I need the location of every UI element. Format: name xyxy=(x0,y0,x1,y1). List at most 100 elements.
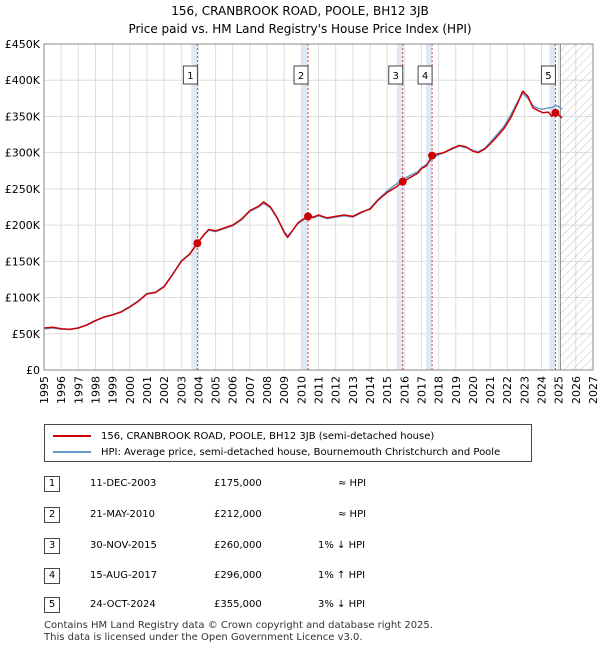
sale-number-label: 3 xyxy=(393,71,399,82)
x-tick-label: 2024 xyxy=(536,376,549,404)
x-tick-label: 2000 xyxy=(124,376,137,404)
sale-point xyxy=(398,177,407,186)
table-row: 2 21-MAY-2010 £212,000 ≈ HPI xyxy=(0,507,600,527)
x-tick-label: 2016 xyxy=(398,376,411,404)
sale-shade-band xyxy=(302,44,309,370)
x-tick-label: 2009 xyxy=(278,376,291,404)
y-tick-label: £150K xyxy=(5,255,41,268)
sale-shade-band xyxy=(549,44,556,370)
x-tick-label: 2006 xyxy=(227,376,240,404)
legend-label-hpi: HPI: Average price, semi-detached house,… xyxy=(101,446,501,458)
x-tick-label: 1999 xyxy=(107,376,120,404)
price-series-line xyxy=(43,90,563,331)
transaction-price: £296,000 xyxy=(214,570,262,581)
y-tick-label: £450K xyxy=(5,38,41,51)
chart-title: 156, CRANBROOK ROAD, POOLE, BH12 3JB xyxy=(171,4,429,18)
x-tick-label: 2020 xyxy=(467,376,480,404)
x-tick-label: 2015 xyxy=(381,376,394,404)
transaction-hpi: 1% ↓ HPI xyxy=(318,540,366,551)
x-tick-label: 2022 xyxy=(501,376,514,404)
transaction-date: 24-OCT-2024 xyxy=(90,599,156,610)
sale-number-label: 5 xyxy=(545,71,551,82)
transaction-hpi: 3% ↓ HPI xyxy=(318,599,366,610)
table-row: 5 24-OCT-2024 £355,000 3% ↓ HPI xyxy=(0,597,600,617)
transaction-number: 3 xyxy=(44,538,60,554)
x-tick-label: 1997 xyxy=(72,376,85,404)
y-tick-label: £350K xyxy=(5,110,41,123)
footer-copyright: Contains HM Land Registry data © Crown c… xyxy=(44,620,433,631)
legend-item-hpi: HPI: Average price, semi-detached house,… xyxy=(53,445,500,459)
sale-number-box xyxy=(417,65,433,85)
sale-number-box xyxy=(293,65,309,85)
sale-shade-band xyxy=(396,44,403,370)
price-chart: 1 2 3 4 5 £0 £50K £100K £150K £200K £250K £300K £350… xyxy=(5,38,600,404)
y-tick-label: £50K xyxy=(12,328,41,341)
x-tick-label: 2027 xyxy=(587,376,600,404)
x-tick-label: 2013 xyxy=(347,376,360,404)
x-tick-label: 2012 xyxy=(330,376,343,404)
sale-number-label: 1 xyxy=(187,71,193,82)
sale-point xyxy=(304,212,313,221)
y-tick-label: £200K xyxy=(5,219,41,232)
x-tick-label: 2011 xyxy=(313,376,326,404)
table-row: 3 30-NOV-2015 £260,000 1% ↓ HPI xyxy=(0,538,600,558)
sale-number-box xyxy=(540,65,556,85)
x-tick-label: 2021 xyxy=(484,376,497,404)
x-tick-label: 1996 xyxy=(55,376,68,404)
chart-subtitle: Price paid vs. HM Land Registry's House … xyxy=(128,22,472,36)
legend-item-price: 156, CRANBROOK ROAD, POOLE, BH12 3JB (se… xyxy=(53,429,434,443)
x-tick-label: 2004 xyxy=(192,376,205,404)
transaction-number: 1 xyxy=(44,476,60,492)
transaction-number: 4 xyxy=(44,568,60,584)
x-tick-label: 2005 xyxy=(210,376,223,404)
projection-hatch xyxy=(560,44,593,370)
y-tick-label: £0 xyxy=(26,364,40,377)
legend: 156, CRANBROOK ROAD, POOLE, BH12 3JB (se… xyxy=(44,424,532,462)
legend-label-price: 156, CRANBROOK ROAD, POOLE, BH12 3JB (se… xyxy=(101,430,435,442)
sale-shade-band xyxy=(191,44,198,370)
x-tick-label: 2018 xyxy=(433,376,446,404)
transaction-hpi: ≈ HPI xyxy=(338,509,367,520)
x-tick-label: 2002 xyxy=(158,376,171,404)
x-tick-label: 1995 xyxy=(38,376,51,404)
plot-frame xyxy=(43,43,594,371)
y-tick-label: £250K xyxy=(5,183,41,196)
x-tick-label: 2010 xyxy=(295,376,308,404)
x-tick-label: 2003 xyxy=(175,376,188,404)
transaction-hpi: 1% ↑ HPI xyxy=(318,570,366,581)
x-tick-label: 2019 xyxy=(450,376,463,404)
footer-licence: This data is licensed under the Open Gov… xyxy=(44,632,363,643)
x-tick-label: 2014 xyxy=(364,376,377,404)
transaction-date: 21-MAY-2010 xyxy=(90,509,156,520)
x-tick-label: 2008 xyxy=(261,376,274,404)
sale-number-label: 2 xyxy=(298,71,304,82)
legend-swatch-price xyxy=(53,435,91,437)
transaction-date: 15-AUG-2017 xyxy=(90,570,158,581)
sale-number-box xyxy=(388,65,404,85)
sale-point xyxy=(428,151,437,160)
transaction-number: 2 xyxy=(44,507,60,523)
sale-shade-band xyxy=(426,44,433,370)
transaction-price: £355,000 xyxy=(214,599,262,610)
transaction-hpi: ≈ HPI xyxy=(338,478,367,489)
x-tick-label: 2017 xyxy=(415,376,428,404)
sale-number-box xyxy=(182,65,198,85)
y-tick-label: £100K xyxy=(5,292,41,305)
sale-point xyxy=(193,239,202,248)
transaction-date: 11-DEC-2003 xyxy=(90,478,157,489)
y-tick-label: £400K xyxy=(5,74,41,87)
transaction-price: £260,000 xyxy=(214,540,262,551)
x-tick-label: 2001 xyxy=(141,376,154,404)
x-tick-label: 2007 xyxy=(244,376,257,404)
sale-point xyxy=(551,108,560,117)
x-tick-label: 2023 xyxy=(518,376,531,404)
transaction-price: £175,000 xyxy=(214,478,262,489)
sale-number-label: 4 xyxy=(422,71,428,82)
y-tick-label: £300K xyxy=(5,147,41,160)
table-row: 1 11-DEC-2003 £175,000 ≈ HPI xyxy=(0,476,600,496)
transaction-date: 30-NOV-2015 xyxy=(90,540,157,551)
legend-swatch-hpi xyxy=(53,451,91,453)
transaction-price: £212,000 xyxy=(214,509,262,520)
x-tick-label: 2026 xyxy=(570,376,583,404)
table-row: 4 15-AUG-2017 £296,000 1% ↑ HPI xyxy=(0,568,600,588)
